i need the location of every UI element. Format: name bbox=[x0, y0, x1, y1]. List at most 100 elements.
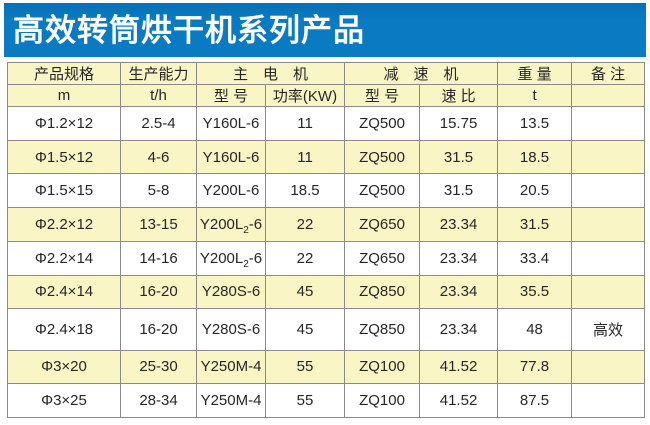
col-header-capacity-unit: t/h bbox=[120, 84, 197, 107]
cell-remark bbox=[571, 106, 646, 141]
cell-spec: Φ3×25 bbox=[7, 383, 121, 418]
cell-speed-ratio: 23.34 bbox=[419, 308, 499, 351]
col-header-motor-model: 型 号 bbox=[196, 84, 266, 107]
cell-speed-ratio: 23.34 bbox=[419, 207, 499, 242]
cell-motor-power: 18.5 bbox=[264, 173, 346, 209]
table-row: Φ2.2×12 13-15 Y200L2-6 22 ZQ650 23.34 31.5 bbox=[7, 207, 646, 242]
cell-reducer-model: ZQ850 bbox=[344, 308, 421, 351]
col-header-weight: 重 量 bbox=[497, 62, 573, 85]
cell-spec: Φ3×20 bbox=[7, 349, 121, 385]
cell-speed-ratio: 41.52 bbox=[419, 383, 499, 418]
col-header-motor-power: 功率(KW) bbox=[264, 84, 346, 107]
col-header-remark-unit bbox=[571, 84, 646, 107]
cell-capacity: 16-20 bbox=[120, 308, 197, 351]
col-header-main-motor: 主 电 机 bbox=[195, 62, 346, 85]
cell-capacity: 25-30 bbox=[120, 349, 197, 385]
cell-reducer-model: ZQ650 bbox=[344, 207, 421, 242]
cell-motor-model: Y200L-6 bbox=[196, 173, 266, 209]
cell-weight: 31.5 bbox=[497, 207, 573, 242]
header-row-units: m t/h 型 号 功率(KW) 型 号 速 比 t bbox=[7, 84, 646, 107]
cell-motor-power: 11 bbox=[264, 139, 346, 175]
col-header-reducer-model: 型 号 bbox=[344, 84, 421, 107]
cell-motor-model: Y200L2-6 bbox=[196, 240, 266, 276]
cell-motor-model: Y280S-6 bbox=[196, 274, 266, 310]
cell-reducer-model: ZQ850 bbox=[344, 274, 421, 310]
table-row: Φ2.2×14 14-16 Y200L2-6 22 ZQ650 23.34 33.4 bbox=[7, 240, 646, 276]
page-banner: 高效转筒烘干机系列产品 bbox=[4, 3, 646, 57]
cell-speed-ratio: 31.5 bbox=[419, 139, 499, 175]
cell-remark bbox=[571, 240, 646, 276]
cell-remark bbox=[571, 274, 646, 310]
cell-weight: 18.5 bbox=[497, 139, 573, 175]
table-row: Φ1.2×12 2.5-4 Y160L-6 11 ZQ500 15.75 13.5 bbox=[7, 106, 646, 141]
cell-remark bbox=[571, 139, 646, 175]
page-title: 高效转筒烘干机系列产品 bbox=[13, 12, 365, 48]
cell-remark bbox=[571, 173, 646, 209]
cell-reducer-model: ZQ100 bbox=[344, 349, 421, 385]
col-header-weight-unit: t bbox=[497, 84, 573, 107]
cell-spec: Φ2.4×14 bbox=[7, 274, 121, 310]
col-header-capacity: 生产能力 bbox=[120, 62, 197, 85]
cell-speed-ratio: 23.34 bbox=[419, 240, 499, 276]
cell-capacity: 4-6 bbox=[120, 139, 197, 175]
col-header-spec: 产品规格 bbox=[7, 62, 121, 85]
cell-speed-ratio: 23.34 bbox=[419, 274, 499, 310]
cell-motor-power: 45 bbox=[264, 308, 346, 351]
cell-motor-power: 22 bbox=[264, 207, 346, 242]
cell-motor-power: 11 bbox=[264, 106, 346, 141]
cell-reducer-model: ZQ500 bbox=[344, 139, 421, 175]
col-header-speed-ratio: 速 比 bbox=[419, 84, 499, 107]
cell-weight: 35.5 bbox=[497, 274, 573, 310]
cell-remark: 高效 bbox=[571, 308, 646, 351]
cell-spec: Φ2.2×12 bbox=[7, 207, 121, 242]
cell-motor-model: Y280S-6 bbox=[196, 308, 266, 351]
cell-motor-power: 45 bbox=[264, 274, 346, 310]
col-header-remark: 备 注 bbox=[571, 62, 646, 85]
cell-speed-ratio: 15.75 bbox=[419, 106, 499, 141]
table-body: Φ1.2×12 2.5-4 Y160L-6 11 ZQ500 15.75 13.5 Φ1.5×… bbox=[7, 106, 646, 418]
cell-reducer-model: ZQ650 bbox=[344, 240, 421, 276]
cell-weight: 48 bbox=[497, 308, 573, 351]
col-header-spec-unit: m bbox=[7, 84, 121, 107]
cell-reducer-model: ZQ500 bbox=[344, 106, 421, 141]
cell-weight: 13.5 bbox=[497, 106, 573, 141]
cell-spec: Φ2.4×18 bbox=[7, 308, 121, 351]
cell-remark bbox=[571, 207, 646, 242]
cell-capacity: 16-20 bbox=[120, 274, 197, 310]
table-row: Φ1.5×12 4-6 Y160L-6 11 ZQ500 31.5 18.5 bbox=[7, 139, 646, 175]
cell-reducer-model: ZQ500 bbox=[344, 173, 421, 209]
cell-capacity: 2.5-4 bbox=[120, 106, 197, 141]
cell-reducer-model: ZQ100 bbox=[344, 383, 421, 418]
table-row: Φ3×20 25-30 Y250M-4 55 ZQ100 41.52 77.8 bbox=[7, 349, 646, 385]
cell-capacity: 5-8 bbox=[120, 173, 197, 209]
table-container: 产品规格 生产能力 主 电 机 减 速 机 重 量 备 注 m t/h 型 号 … bbox=[7, 62, 646, 418]
cell-spec: Φ1.2×12 bbox=[7, 106, 121, 141]
cell-motor-power: 22 bbox=[264, 240, 346, 276]
cell-motor-model: Y250M-4 bbox=[196, 349, 266, 385]
cell-spec: Φ1.5×12 bbox=[7, 139, 121, 175]
table-row: Φ2.4×18 16-20 Y280S-6 45 ZQ850 23.34 48 高效 bbox=[7, 308, 646, 351]
cell-capacity: 14-16 bbox=[120, 240, 197, 276]
cell-weight: 33.4 bbox=[497, 240, 573, 276]
cell-remark bbox=[571, 349, 646, 385]
cell-weight: 77.8 bbox=[497, 349, 573, 385]
cell-weight: 20.5 bbox=[497, 173, 573, 209]
cell-motor-model: Y250M-4 bbox=[196, 383, 266, 418]
cell-motor-power: 55 bbox=[264, 349, 346, 385]
cell-capacity: 28-34 bbox=[120, 383, 197, 418]
cell-motor-model: Y160L-6 bbox=[196, 139, 266, 175]
col-header-reducer: 减 速 机 bbox=[344, 62, 499, 85]
table-row: Φ2.4×14 16-20 Y280S-6 45 ZQ850 23.34 35.5 bbox=[7, 274, 646, 310]
cell-capacity: 13-15 bbox=[120, 207, 197, 242]
cell-motor-model: Y200L2-6 bbox=[196, 207, 266, 242]
cell-remark bbox=[571, 383, 646, 418]
product-spec-table: 产品规格 生产能力 主 电 机 减 速 机 重 量 备 注 m t/h 型 号 … bbox=[7, 62, 646, 418]
cell-weight: 87.5 bbox=[497, 383, 573, 418]
cell-spec: Φ2.2×14 bbox=[7, 240, 121, 276]
cell-spec: Φ1.5×15 bbox=[7, 173, 121, 209]
cell-motor-model: Y160L-6 bbox=[196, 106, 266, 141]
table-header: 产品规格 生产能力 主 电 机 减 速 机 重 量 备 注 m t/h 型 号 … bbox=[7, 62, 646, 107]
header-row-groups: 产品规格 生产能力 主 电 机 减 速 机 重 量 备 注 bbox=[7, 62, 646, 85]
cell-motor-power: 55 bbox=[264, 383, 346, 418]
cell-speed-ratio: 31.5 bbox=[419, 173, 499, 209]
